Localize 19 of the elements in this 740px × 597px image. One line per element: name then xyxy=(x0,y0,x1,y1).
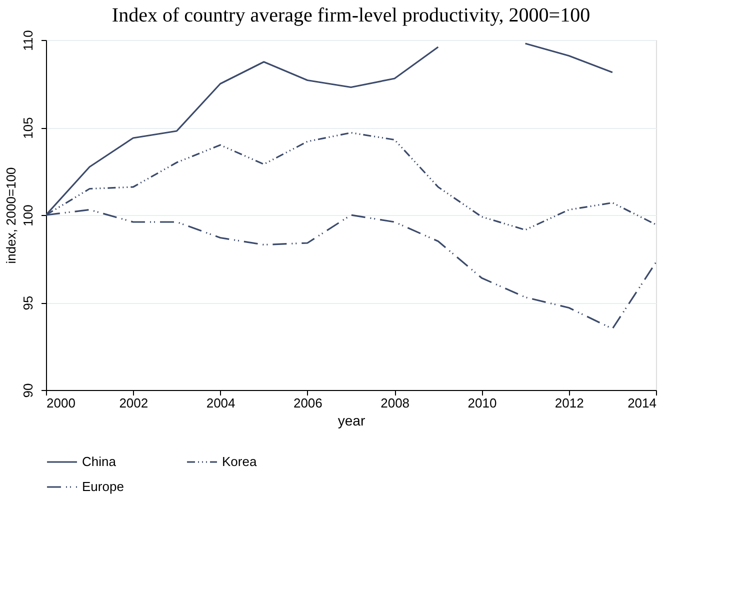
y-tick-label: 100 xyxy=(20,204,36,226)
x-tick-label: 2008 xyxy=(380,396,410,410)
legend-label: Europe xyxy=(82,479,124,494)
chart-title: Index of country average firm-level productivity, 2000=100 xyxy=(112,4,590,27)
x-tick-label: 2000 xyxy=(46,396,76,410)
y-axis-title: index, 2000=100 xyxy=(4,167,18,264)
y-tick-label: 95 xyxy=(20,296,36,310)
y-tick-label: 105 xyxy=(20,117,36,139)
legend-label: Korea xyxy=(222,454,258,469)
x-axis-title: year xyxy=(338,412,366,428)
x-tick-label: 2006 xyxy=(293,396,322,410)
x-tick-label: 2004 xyxy=(206,396,236,410)
x-tick-label: 2012 xyxy=(554,396,584,410)
y-tick-label: 110 xyxy=(20,30,36,51)
y-tick-label: 90 xyxy=(20,383,36,398)
x-tick-label: 2002 xyxy=(119,396,148,410)
legend-label: China xyxy=(82,454,117,469)
x-tick-label: 2010 xyxy=(468,396,497,410)
x-tick-label: 2014 xyxy=(628,396,656,410)
